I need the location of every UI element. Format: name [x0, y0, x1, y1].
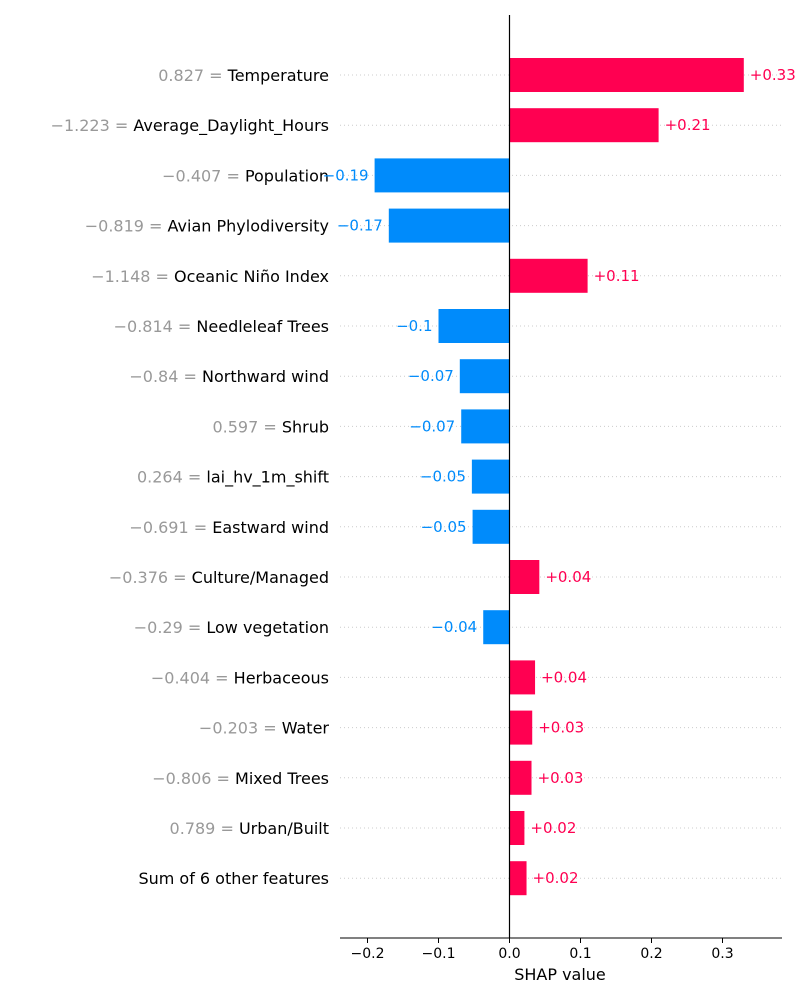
shap-bar	[509, 760, 532, 795]
shap-bar	[438, 309, 510, 343]
data-label: −0.17	[337, 217, 383, 235]
shap-bar	[374, 158, 510, 193]
x-axis-title: SHAP value	[514, 965, 606, 984]
feature-label: −0.203 = Water	[199, 719, 330, 738]
shap-bar	[509, 560, 540, 594]
feature-value: −0.404 =	[151, 668, 234, 687]
x-tick-label: −0.1	[422, 946, 456, 962]
feature-label: 0.597 = Shrub	[212, 417, 329, 436]
shap-bar	[509, 258, 588, 293]
feature-value: −1.148 =	[91, 267, 174, 286]
feature-value: −0.29 =	[134, 618, 207, 637]
feature-value: 0.264 =	[137, 468, 206, 487]
data-label: +0.03	[538, 719, 584, 737]
shap-bar	[509, 811, 525, 845]
feature-label: −0.806 = Mixed Trees	[152, 769, 329, 788]
feature-label: −0.29 = Low vegetation	[134, 618, 329, 637]
feature-name: Urban/Built	[239, 819, 329, 838]
feature-value: −0.806 =	[152, 769, 235, 788]
shap-bar	[459, 359, 510, 394]
feature-name: Water	[282, 719, 330, 738]
feature-label: −0.84 = Northward wind	[129, 367, 329, 386]
shap-bar	[461, 409, 510, 444]
feature-value: −0.84 =	[129, 367, 202, 386]
shap-bar	[509, 660, 536, 695]
shap-bar	[509, 58, 744, 92]
feature-label: 0.264 = lai_hv_1m_shift	[137, 468, 329, 488]
feature-label: −0.819 = Avian Phylodiversity	[85, 217, 329, 236]
x-tick-label: 0.2	[640, 946, 662, 962]
shap-bar	[388, 208, 510, 243]
feature-labels: 0.827 = Temperature −1.223 = Average_Dayl…	[51, 66, 330, 888]
feature-name: lai_hv_1m_shift	[206, 468, 329, 488]
bars-group	[374, 58, 744, 896]
data-label: +0.04	[541, 668, 587, 686]
data-label: −0.05	[421, 518, 467, 536]
shap-bar	[509, 108, 659, 143]
feature-label: −1.223 = Average_Daylight_Hours	[51, 116, 329, 136]
data-labels: +0.33 +0.21 −0.19 −0.17 +0.11 −0.1 −0.07 −0.07 −…	[323, 66, 796, 887]
row-gridlines	[340, 74, 782, 879]
data-label: −0.05	[420, 468, 466, 486]
feature-name: Culture/Managed	[192, 568, 329, 587]
feature-label: 0.827 = Temperature	[158, 66, 329, 85]
feature-name: Avian Phylodiversity	[168, 217, 329, 236]
feature-name: Shrub	[282, 417, 329, 436]
x-tick-label: −0.2	[351, 946, 385, 962]
feature-name: Northward wind	[202, 367, 329, 386]
feature-label: Sum of 6 other features	[138, 869, 329, 888]
feature-label: −0.691 = Eastward wind	[129, 518, 329, 537]
feature-label: −0.814 = Needleleaf Trees	[114, 317, 329, 336]
shap-bar	[483, 610, 510, 645]
data-label: −0.07	[408, 367, 454, 385]
feature-value: −1.223 =	[51, 116, 134, 135]
data-label: +0.33	[750, 66, 796, 84]
data-label: +0.11	[594, 267, 640, 285]
feature-name: Needleleaf Trees	[196, 317, 329, 336]
shap-bar	[472, 509, 510, 544]
data-label: −0.19	[323, 166, 369, 184]
feature-name: Mixed Trees	[235, 769, 329, 788]
feature-name: Sum of 6 other features	[138, 869, 329, 888]
x-axis-ticks: −0.2 −0.1 0.0 0.1 0.2 0.3	[351, 938, 734, 962]
data-label: +0.02	[533, 869, 579, 887]
data-label: +0.04	[545, 568, 591, 586]
shap-bar	[471, 459, 510, 494]
feature-value: −0.203 =	[199, 719, 282, 738]
feature-name: Population	[245, 166, 329, 185]
data-label: +0.21	[665, 116, 711, 134]
feature-value: 0.789 =	[170, 819, 239, 838]
feature-name: Oceanic Niño Index	[174, 267, 329, 286]
data-label: +0.03	[538, 769, 584, 787]
feature-value: −0.376 =	[109, 568, 192, 587]
shap-bar	[509, 861, 527, 896]
feature-value: 0.827 =	[158, 66, 227, 85]
feature-label: 0.789 = Urban/Built	[170, 819, 329, 838]
feature-label: −0.407 = Population	[162, 166, 329, 185]
feature-value: −0.819 =	[85, 217, 168, 236]
x-tick-label: 0.1	[569, 946, 591, 962]
feature-value: −0.814 =	[114, 317, 197, 336]
feature-name: Herbaceous	[234, 668, 329, 687]
x-tick-label: 0.0	[498, 946, 520, 962]
feature-value: −0.691 =	[129, 518, 212, 537]
feature-label: −0.404 = Herbaceous	[151, 668, 329, 687]
feature-name: Low vegetation	[206, 618, 329, 637]
x-tick-label: 0.3	[711, 946, 733, 962]
data-label: −0.07	[409, 417, 455, 435]
feature-value: −0.407 =	[162, 166, 245, 185]
data-label: +0.02	[530, 819, 576, 837]
feature-name: Eastward wind	[212, 518, 329, 537]
feature-label: −1.148 = Oceanic Niño Index	[91, 267, 329, 286]
data-label: −0.04	[431, 618, 477, 636]
feature-name: Temperature	[227, 66, 329, 85]
data-label: −0.1	[396, 317, 432, 335]
feature-value: 0.597 =	[212, 417, 281, 436]
shap-bar	[509, 710, 533, 745]
feature-label: −0.376 = Culture/Managed	[109, 568, 329, 587]
feature-name: Average_Daylight_Hours	[133, 116, 329, 136]
